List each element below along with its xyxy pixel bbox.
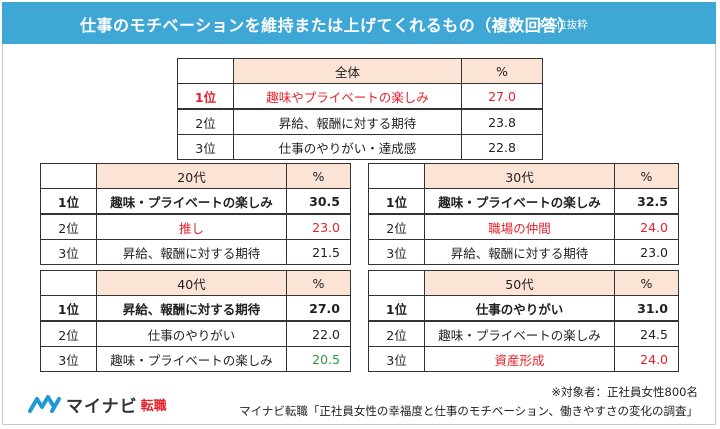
header-blank: [368, 270, 425, 296]
value-cell: 27.0: [461, 83, 543, 110]
value-cell: 24.5: [614, 320, 679, 347]
mynavi-logo-icon: [28, 393, 62, 415]
unit-header: %: [286, 270, 351, 296]
value-cell: 30.5: [286, 188, 351, 215]
title-note: ※上位抜粋: [537, 19, 588, 31]
rank-cell: 3位: [40, 239, 97, 265]
page-title: 仕事のモチベーションを維持または上げてくれるもの（複数回答）: [80, 16, 575, 35]
item-cell: 趣味やプライベートの楽しみ: [233, 83, 462, 110]
value-cell: 27.0: [286, 295, 351, 322]
table-title: 50代: [424, 270, 615, 296]
value-cell: 23.8: [461, 108, 543, 135]
item-cell: 趣味・プライベートの楽しみ: [96, 346, 287, 372]
item-cell: 職場の仲間: [424, 213, 615, 240]
item-cell: 推し: [96, 213, 287, 240]
item-cell: 資産形成: [424, 346, 615, 372]
unit-header: %: [461, 58, 543, 84]
logo-subtext: 転職: [140, 398, 167, 414]
table-20s: 20代 % 1位 趣味・プライベートの楽しみ 30.5 2位 推し 23.0 3…: [40, 163, 351, 265]
item-cell: 趣味・プライベートの楽しみ: [424, 188, 615, 215]
value-cell: 31.0: [614, 295, 679, 322]
table-40s: 40代 % 1位 昇給、報酬に対する期待 27.0 2位 仕事のやりがい 22.…: [40, 270, 351, 372]
header-blank: [40, 163, 97, 189]
value-cell: 20.5: [286, 346, 351, 372]
rank-cell: 2位: [40, 213, 97, 240]
rank-cell: 2位: [40, 320, 97, 347]
rank-cell: 2位: [368, 320, 425, 347]
table-title: 30代: [424, 163, 615, 189]
value-cell: 22.0: [286, 320, 351, 347]
unit-header: %: [286, 163, 351, 189]
value-cell: 23.0: [286, 213, 351, 240]
table-overall: 全体 % 1位 趣味やプライベートの楽しみ 27.0 2位 昇給、報酬に対する期…: [177, 58, 543, 160]
mynavi-logo: マイナビ 転職: [28, 390, 167, 418]
item-cell: 昇給、報酬に対する期待: [96, 239, 287, 265]
header-blank: [40, 270, 97, 296]
unit-header: %: [614, 270, 679, 296]
rank-cell: 1位: [40, 188, 97, 215]
rank-cell: 2位: [368, 213, 425, 240]
rank-cell: 3位: [368, 239, 425, 265]
rank-cell: 3位: [177, 134, 234, 160]
table-title: 全体: [233, 58, 462, 84]
value-cell: 21.5: [286, 239, 351, 265]
rank-cell: 3位: [368, 346, 425, 372]
item-cell: 趣味・プライベートの楽しみ: [96, 188, 287, 215]
table-title: 20代: [96, 163, 287, 189]
value-cell: 22.8: [461, 134, 543, 160]
rank-cell: 1位: [40, 295, 97, 322]
item-cell: 仕事のやりがい: [424, 295, 615, 322]
unit-header: %: [614, 163, 679, 189]
item-cell: 仕事のやりがい: [96, 320, 287, 347]
title-banner: 仕事のモチベーションを維持または上げてくれるもの（複数回答） ※上位抜粋: [2, 2, 716, 44]
value-cell: 23.0: [614, 239, 679, 265]
value-cell: 32.5: [614, 188, 679, 215]
rank-cell: 2位: [177, 108, 234, 135]
value-cell: 24.0: [614, 346, 679, 372]
table-50s: 50代 % 1位 仕事のやりがい 31.0 2位 趣味・プライベートの楽しみ 2…: [368, 270, 679, 372]
header-blank: [177, 58, 234, 84]
item-cell: 昇給、報酬に対する期待: [233, 108, 462, 135]
footnote-source: マイナビ転職「正社員女性の幸福度と仕事のモチベーション、働きやすさの変化の調査」: [239, 404, 698, 418]
rank-cell: 1位: [368, 295, 425, 322]
item-cell: 昇給、報酬に対する期待: [424, 239, 615, 265]
value-cell: 24.0: [614, 213, 679, 240]
rank-cell: 1位: [368, 188, 425, 215]
item-cell: 昇給、報酬に対する期待: [96, 295, 287, 322]
item-cell: 趣味・プライベートの楽しみ: [424, 320, 615, 347]
header-blank: [368, 163, 425, 189]
table-title: 40代: [96, 270, 287, 296]
rank-cell: 3位: [40, 346, 97, 372]
table-30s: 30代 % 1位 趣味・プライベートの楽しみ 32.5 2位 職場の仲間 24.…: [368, 163, 679, 265]
item-cell: 仕事のやりがい・達成感: [233, 134, 462, 160]
footnote-subject: ※対象者：正社員女性800名: [551, 385, 698, 399]
rank-cell: 1位: [177, 83, 234, 110]
logo-text: マイナビ: [66, 396, 138, 417]
